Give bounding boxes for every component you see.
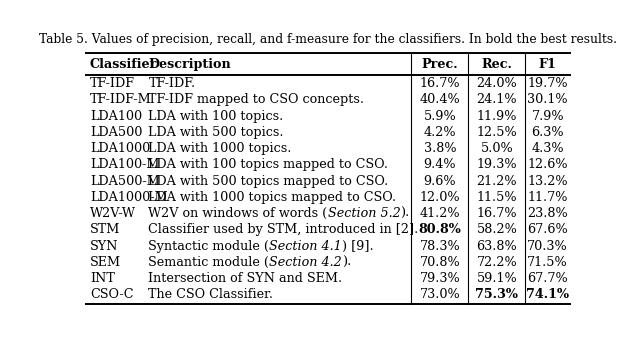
Text: LDA with 100 topics mapped to CSO.: LDA with 100 topics mapped to CSO. bbox=[148, 158, 388, 172]
Text: 9.4%: 9.4% bbox=[424, 158, 456, 172]
Text: 16.7%: 16.7% bbox=[420, 77, 460, 90]
Text: 73.0%: 73.0% bbox=[419, 288, 460, 301]
Text: 63.8%: 63.8% bbox=[477, 239, 517, 252]
Text: 19.3%: 19.3% bbox=[477, 158, 517, 172]
Text: 12.0%: 12.0% bbox=[420, 191, 460, 204]
Text: 11.5%: 11.5% bbox=[477, 191, 517, 204]
Text: 40.4%: 40.4% bbox=[419, 93, 460, 106]
Text: Syntactic module (: Syntactic module ( bbox=[148, 239, 269, 252]
Text: Prec.: Prec. bbox=[422, 58, 458, 71]
Text: Rec.: Rec. bbox=[481, 58, 513, 71]
Text: 11.7%: 11.7% bbox=[527, 191, 568, 204]
Text: SEM: SEM bbox=[90, 256, 121, 269]
Text: W2V on windows of words (: W2V on windows of words ( bbox=[148, 207, 328, 220]
Text: Section 4.1: Section 4.1 bbox=[269, 239, 342, 252]
Text: LDA with 1000 topics.: LDA with 1000 topics. bbox=[148, 142, 292, 155]
Text: 11.9%: 11.9% bbox=[477, 110, 517, 122]
Text: Classifier: Classifier bbox=[90, 58, 157, 71]
Text: 24.0%: 24.0% bbox=[477, 77, 517, 90]
Text: TF-IDF-M: TF-IDF-M bbox=[90, 93, 152, 106]
Text: 71.5%: 71.5% bbox=[527, 256, 568, 269]
Text: LDA1000: LDA1000 bbox=[90, 142, 150, 155]
Text: 13.2%: 13.2% bbox=[527, 175, 568, 188]
Text: 5.9%: 5.9% bbox=[424, 110, 456, 122]
Text: 67.6%: 67.6% bbox=[527, 223, 568, 236]
Text: 5.0%: 5.0% bbox=[481, 142, 513, 155]
Text: 16.7%: 16.7% bbox=[477, 207, 517, 220]
Text: 59.1%: 59.1% bbox=[477, 272, 517, 285]
Text: 79.3%: 79.3% bbox=[419, 272, 460, 285]
Text: Semantic module (: Semantic module ( bbox=[148, 256, 269, 269]
Text: F1: F1 bbox=[539, 58, 557, 71]
Text: TF-IDF mapped to CSO concepts.: TF-IDF mapped to CSO concepts. bbox=[148, 93, 364, 106]
Text: Section 5.2: Section 5.2 bbox=[328, 207, 401, 220]
Text: LDA100-M: LDA100-M bbox=[90, 158, 159, 172]
Text: LDA500-M: LDA500-M bbox=[90, 175, 159, 188]
Text: LDA500: LDA500 bbox=[90, 126, 142, 139]
Text: 6.3%: 6.3% bbox=[531, 126, 564, 139]
Text: 3.8%: 3.8% bbox=[424, 142, 456, 155]
Text: ) [9].: ) [9]. bbox=[342, 239, 374, 252]
Text: 58.2%: 58.2% bbox=[476, 223, 517, 236]
Text: Table 5. Values of precision, recall, and f-measure for the classifiers. In bold: Table 5. Values of precision, recall, an… bbox=[39, 33, 617, 46]
Text: TF-IDF: TF-IDF bbox=[90, 77, 135, 90]
Text: 4.2%: 4.2% bbox=[424, 126, 456, 139]
Text: 21.2%: 21.2% bbox=[477, 175, 517, 188]
Text: ).: ). bbox=[342, 256, 351, 269]
Text: 80.8%: 80.8% bbox=[419, 223, 461, 236]
Text: TF-IDF.: TF-IDF. bbox=[148, 77, 196, 90]
Text: Description: Description bbox=[148, 58, 231, 71]
Text: ).: ). bbox=[401, 207, 410, 220]
Text: 72.2%: 72.2% bbox=[477, 256, 517, 269]
Text: 4.3%: 4.3% bbox=[531, 142, 564, 155]
Text: 24.1%: 24.1% bbox=[477, 93, 517, 106]
Text: W2V-W: W2V-W bbox=[90, 207, 136, 220]
Text: LDA with 500 topics mapped to CSO.: LDA with 500 topics mapped to CSO. bbox=[148, 175, 388, 188]
Text: 75.3%: 75.3% bbox=[476, 288, 518, 301]
Text: LDA1000-M: LDA1000-M bbox=[90, 191, 168, 204]
Text: 67.7%: 67.7% bbox=[527, 272, 568, 285]
Text: LDA with 500 topics.: LDA with 500 topics. bbox=[148, 126, 284, 139]
Text: CSO-C: CSO-C bbox=[90, 288, 133, 301]
Text: 30.1%: 30.1% bbox=[527, 93, 568, 106]
Text: 12.6%: 12.6% bbox=[527, 158, 568, 172]
Text: 78.3%: 78.3% bbox=[419, 239, 460, 252]
Text: Classifier used by STM, introduced in [2].: Classifier used by STM, introduced in [2… bbox=[148, 223, 419, 236]
Text: The CSO Classifier.: The CSO Classifier. bbox=[148, 288, 273, 301]
Text: SYN: SYN bbox=[90, 239, 118, 252]
Text: Intersection of SYN and SEM.: Intersection of SYN and SEM. bbox=[148, 272, 342, 285]
Text: 70.3%: 70.3% bbox=[527, 239, 568, 252]
Text: LDA with 100 topics.: LDA with 100 topics. bbox=[148, 110, 284, 122]
Text: 23.8%: 23.8% bbox=[527, 207, 568, 220]
Text: 74.1%: 74.1% bbox=[526, 288, 569, 301]
Text: LDA with 1000 topics mapped to CSO.: LDA with 1000 topics mapped to CSO. bbox=[148, 191, 397, 204]
Text: 9.6%: 9.6% bbox=[424, 175, 456, 188]
Text: LDA100: LDA100 bbox=[90, 110, 142, 122]
Text: INT: INT bbox=[90, 272, 115, 285]
Text: Section 4.2: Section 4.2 bbox=[269, 256, 342, 269]
Text: 70.8%: 70.8% bbox=[419, 256, 460, 269]
Text: STM: STM bbox=[90, 223, 120, 236]
Text: 19.7%: 19.7% bbox=[527, 77, 568, 90]
Text: 41.2%: 41.2% bbox=[420, 207, 460, 220]
Text: 7.9%: 7.9% bbox=[531, 110, 564, 122]
Text: 12.5%: 12.5% bbox=[477, 126, 517, 139]
